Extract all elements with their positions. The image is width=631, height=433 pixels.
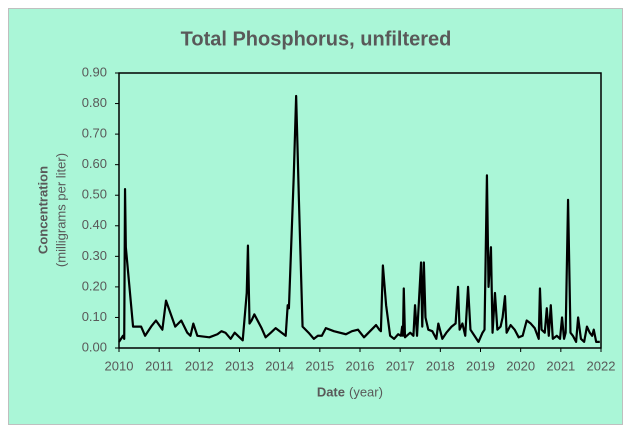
x-axis-unit: (year) xyxy=(349,384,383,399)
x-tick-label: 2020 xyxy=(506,358,535,373)
y-tick-label: 0.10 xyxy=(82,309,107,324)
x-tick-label: 2021 xyxy=(546,358,575,373)
y-axis-unit: (milligrams per liter) xyxy=(53,153,68,267)
x-tick-label: 2015 xyxy=(305,358,334,373)
y-tick-label: 0.30 xyxy=(82,248,107,263)
y-tick-label: 0.80 xyxy=(82,95,107,110)
x-tick-label: 2010 xyxy=(105,358,134,373)
x-tick-label: 2018 xyxy=(426,358,455,373)
y-tick-label: 0.20 xyxy=(82,278,107,293)
x-tick-label: 2022 xyxy=(587,358,616,373)
x-tick-label: 2011 xyxy=(145,358,173,373)
x-tick-label: 2012 xyxy=(185,358,214,373)
chart-title: Total Phosphorus, unfiltered xyxy=(181,28,452,50)
y-tick-label: 0.90 xyxy=(82,64,107,79)
x-axis-label: Date xyxy=(317,384,345,399)
y-axis-label: Concentration xyxy=(35,166,50,254)
y-tick-label: 0.40 xyxy=(82,217,107,232)
x-tick-label: 2016 xyxy=(346,358,375,373)
plot-frame xyxy=(118,72,602,349)
x-tick-label: 2017 xyxy=(386,358,415,373)
x-tick-label: 2019 xyxy=(466,358,495,373)
y-tick-label: 0.50 xyxy=(82,187,107,202)
y-tick-label: 0.60 xyxy=(82,156,107,171)
x-tick-label: 2013 xyxy=(225,358,254,373)
x-tick-label: 2014 xyxy=(265,358,294,373)
y-tick-label: 0.00 xyxy=(82,339,107,354)
data-line xyxy=(118,94,600,343)
y-tick-label: 0.70 xyxy=(82,126,107,141)
chart-area xyxy=(8,8,623,425)
